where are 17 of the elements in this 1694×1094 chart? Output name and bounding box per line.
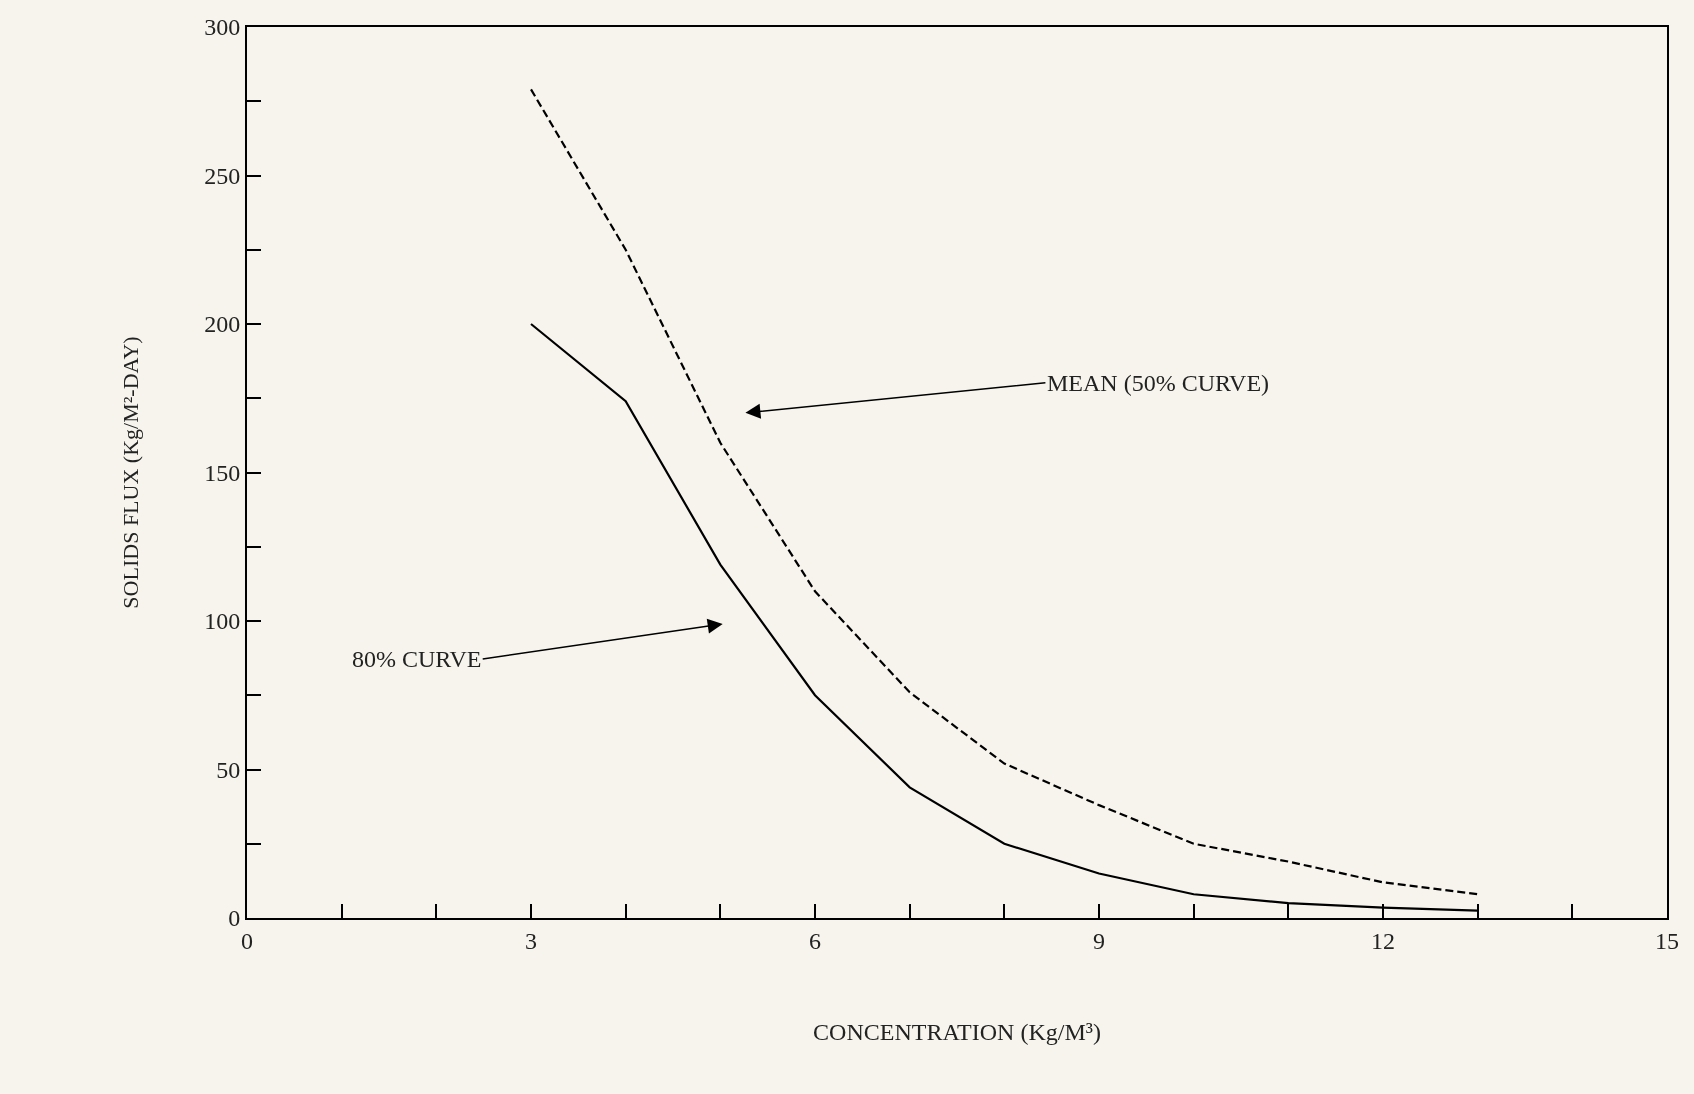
y-tick-label: 0	[228, 905, 241, 932]
x-tick-label: 6	[809, 927, 821, 954]
y-tick-label: 50	[216, 756, 241, 783]
y-tick-label: 200	[204, 311, 241, 338]
x-tick-label: 3	[525, 927, 537, 954]
y-tick-label: 300	[204, 14, 241, 41]
y-axis-title: SOLIDS FLUX (Kg/M²-DAY)	[117, 336, 143, 609]
y-tick-label: 250	[204, 162, 241, 189]
y-tick-label: 100	[204, 608, 241, 635]
y-tick-label: 150	[204, 459, 241, 486]
x-axis-title: CONCENTRATION (Kg/M³)	[813, 1018, 1101, 1045]
line-series	[529, 88, 1479, 896]
annotation: MEAN (50% CURVE)	[1047, 370, 1270, 396]
x-tick-label: 12	[1371, 927, 1395, 954]
x-tick-label: 15	[1655, 927, 1679, 954]
x-tick-label: 9	[1093, 927, 1105, 954]
annotation: 80% CURVE	[352, 646, 482, 672]
